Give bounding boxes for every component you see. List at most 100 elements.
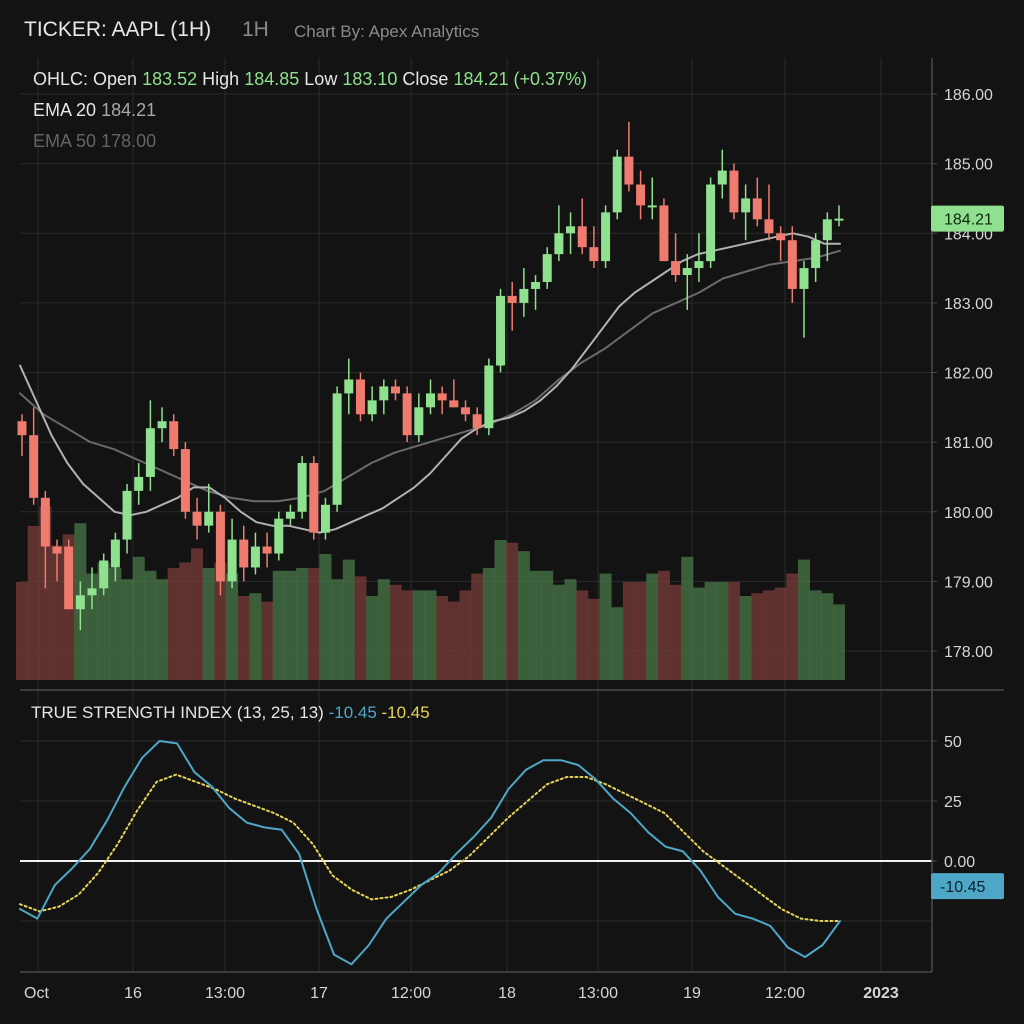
candle-body	[601, 212, 611, 262]
ema50-line	[19, 249, 841, 503]
candle-body	[612, 156, 622, 213]
candle-body	[355, 379, 365, 415]
candle-body	[449, 400, 459, 408]
candle-body	[227, 539, 237, 582]
candle-body	[192, 511, 202, 526]
chart-source: Chart By: Apex Analytics	[294, 22, 480, 41]
interval-button[interactable]: 1H	[242, 18, 269, 41]
last-price-badge	[931, 205, 1004, 232]
time-tick-label: 2023	[863, 985, 899, 1002]
volume-bar	[342, 559, 355, 680]
candle-body	[426, 393, 435, 408]
volume-bar	[354, 576, 367, 680]
candle-body	[752, 198, 762, 220]
volume-bar	[587, 598, 600, 680]
volume-bar	[296, 568, 309, 680]
candle-body	[379, 386, 389, 401]
ema20-value: 184.21	[101, 100, 157, 120]
time-tick-label: Oct	[24, 985, 49, 1002]
price-tick-label: 179.00	[944, 574, 993, 591]
volume-bar	[377, 579, 390, 680]
close-label: Close	[402, 69, 449, 89]
volume-bar	[517, 551, 530, 680]
open-label: Open	[93, 69, 138, 89]
chart-title: TICKER: AAPL (1H)	[24, 18, 212, 41]
candle-body	[554, 233, 564, 255]
volume-bar	[436, 596, 449, 680]
tsi-signal-line	[19, 773, 841, 922]
candle-body	[215, 511, 225, 582]
candle-body	[87, 588, 97, 596]
ohlc-legend: OHLC: Open 183.52 High 184.85 Low 183.10…	[33, 69, 587, 90]
axes: 186.00185.00184.00183.00182.00181.00180.…	[20, 58, 1004, 1002]
tsi-legend[interactable]: TRUE STRENGTH INDEX (13, 25, 13) -10.45 …	[31, 703, 430, 723]
candle-body	[671, 261, 681, 276]
tsi-main-line	[19, 740, 841, 966]
candle-body	[566, 226, 576, 234]
volume-bar	[821, 593, 834, 680]
candle-body	[262, 546, 272, 554]
candle-body	[787, 240, 797, 289]
volume-bar	[704, 582, 717, 680]
volume-bar	[459, 590, 472, 680]
candle-body	[834, 218, 844, 221]
volume-bar	[541, 570, 554, 680]
volume-bar	[144, 570, 157, 680]
volume-bar	[529, 570, 542, 680]
volume-bar	[249, 593, 262, 680]
candle-body	[717, 170, 727, 185]
candle-body	[694, 261, 704, 269]
volume-bar	[191, 548, 204, 680]
volume-bar	[261, 601, 274, 680]
volume-bar	[121, 579, 134, 680]
candle-body	[531, 281, 541, 289]
volume-bar	[214, 562, 227, 680]
ema20-line	[19, 232, 841, 534]
high-value: 184.85	[244, 69, 300, 89]
volume-bar	[681, 556, 694, 680]
candle-body	[75, 595, 85, 610]
candle-body	[472, 414, 482, 429]
volume-bar	[611, 607, 624, 680]
volume-bar	[657, 570, 670, 680]
ema20-label: EMA 20	[33, 100, 97, 120]
volume-bar	[272, 570, 285, 680]
volume-bar	[762, 590, 775, 680]
volume-bar	[599, 573, 612, 680]
volume-bar	[132, 556, 145, 680]
volume-bar	[809, 590, 822, 680]
candle-body	[285, 511, 295, 519]
volume-bar	[833, 604, 845, 680]
candle-body	[461, 407, 471, 415]
candle-body	[367, 400, 377, 415]
candle-body	[624, 156, 634, 185]
candle-body	[507, 295, 517, 303]
candle-body	[706, 184, 716, 262]
candle-body	[320, 504, 330, 533]
candle-body	[274, 518, 284, 554]
volume-bar	[331, 579, 344, 680]
volume-bar	[307, 568, 320, 680]
volume-bar	[39, 506, 52, 680]
candle-body	[157, 421, 167, 429]
volume-bar	[494, 540, 507, 680]
volume-bar	[51, 545, 64, 680]
ema20-legend[interactable]: EMA 20 184.21	[33, 100, 156, 121]
volume-bar	[97, 562, 110, 680]
candle-body	[484, 365, 494, 429]
candle-body	[250, 546, 260, 568]
price-tick-label: 183.00	[944, 296, 993, 313]
candle-body	[344, 379, 354, 394]
candle-body	[822, 219, 832, 241]
open-value: 183.52	[142, 69, 198, 89]
candle-body	[496, 295, 506, 366]
volume-bar	[751, 593, 764, 680]
candle-body	[577, 226, 587, 248]
candle-body	[764, 219, 774, 234]
ema50-value: 178.00	[101, 131, 157, 151]
volume-bar	[401, 590, 414, 680]
candle-body	[437, 393, 447, 401]
ema50-legend[interactable]: EMA 50 178.00	[33, 131, 156, 152]
volume-bar	[167, 568, 180, 680]
